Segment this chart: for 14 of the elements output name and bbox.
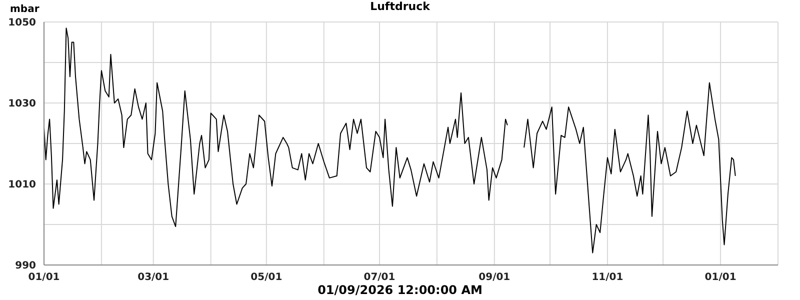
- chart-title: Luftdruck: [370, 0, 430, 13]
- y-tick-label: 990: [15, 260, 36, 272]
- x-tick-label: 03/01: [138, 272, 170, 284]
- x-tick-label: 05/01: [250, 272, 282, 284]
- y-tick-label: 1010: [8, 180, 36, 191]
- y-axis-title: mbar: [10, 4, 40, 15]
- x-tick-label: 01/01: [28, 272, 60, 284]
- x-tick-label: 01/01: [704, 272, 736, 284]
- x-tick-label: 07/01: [364, 272, 396, 284]
- y-tick-label: 1050: [8, 18, 36, 29]
- x-tick-label: 11/01: [592, 272, 624, 284]
- x-axis-title: 01/09/2026 12:00:00 AM: [316, 283, 484, 297]
- x-tick-label: 09/01: [478, 272, 510, 284]
- y-tick-label: 1030: [8, 98, 36, 110]
